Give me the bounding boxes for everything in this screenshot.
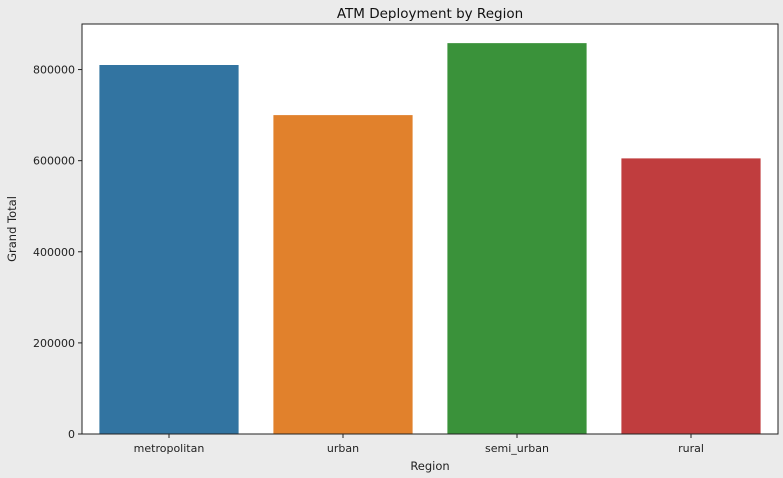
x-tick-label: semi_urban [485, 442, 549, 455]
x-tick-label: urban [327, 442, 359, 455]
y-tick-label: 200000 [33, 337, 75, 350]
y-axis-label: Grand Total [5, 196, 19, 262]
bars-layer [99, 43, 761, 435]
x-ticks: metropolitan urban semi_urban rural [134, 434, 704, 455]
y-tick-label: 400000 [33, 246, 75, 259]
bar-metropolitan [99, 65, 239, 434]
bar-urban [273, 115, 413, 434]
x-axis-label: Region [410, 459, 449, 473]
y-tick-label: 800000 [33, 64, 75, 77]
y-ticks: 0 200000 400000 600000 800000 [33, 64, 82, 441]
y-tick-label: 0 [68, 428, 75, 441]
plot-frame [81, 23, 779, 435]
chart-title: ATM Deployment by Region [337, 6, 523, 22]
x-tick-label: rural [678, 442, 704, 455]
x-tick-label: metropolitan [134, 442, 205, 455]
y-tick-label: 600000 [33, 155, 75, 168]
bar-semi_urban [447, 43, 587, 435]
bar-rural [621, 158, 761, 434]
